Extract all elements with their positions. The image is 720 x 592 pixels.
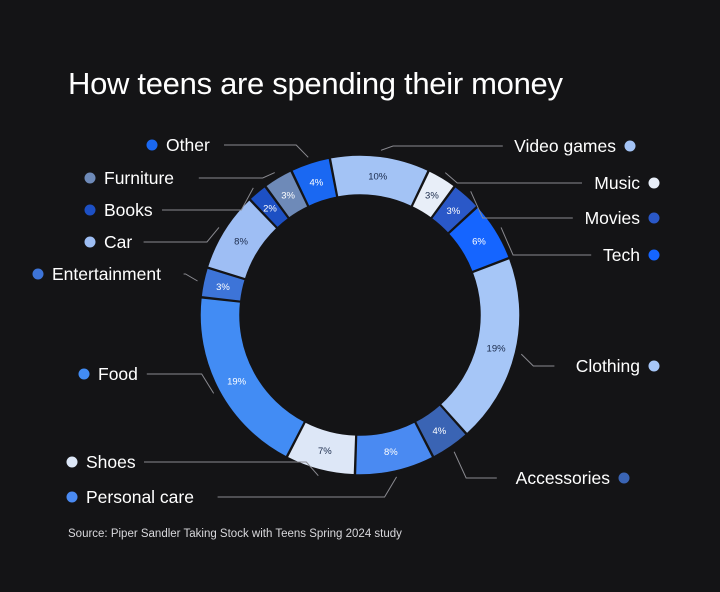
- legend-dot-clothing: [648, 360, 660, 372]
- leader-line-furniture: [198, 172, 275, 179]
- slice-other: [290, 157, 338, 208]
- legend-label-car: Car: [104, 232, 132, 252]
- legend-dot-personal-care: [66, 491, 78, 503]
- slice-tech: [447, 205, 511, 273]
- legend-dot-video-games: [624, 140, 636, 152]
- slice-personal-care: [354, 420, 434, 476]
- legend-label-accessories: Accessories: [516, 468, 611, 488]
- legend-item-personal-care: Personal care: [66, 476, 398, 507]
- leader-line-tech: [500, 227, 592, 256]
- leader-line-personal-care: [217, 476, 398, 498]
- legend-item-entertainment: Entertainment: [32, 264, 198, 284]
- legend-label-furniture: Furniture: [104, 168, 174, 188]
- legend-dot-other: [146, 139, 158, 151]
- slice-food: [199, 296, 306, 459]
- legend-dot-entertainment: [32, 268, 44, 280]
- pct-label-food: 19%: [227, 377, 247, 388]
- leader-line-clothing: [520, 353, 555, 367]
- legend-item-clothing: Clothing: [520, 353, 660, 376]
- legend-item-shoes: Shoes: [66, 452, 319, 477]
- slice-clothing: [439, 257, 521, 435]
- leader-line-accessories: [453, 451, 497, 479]
- legend-item-books: Books: [84, 187, 254, 220]
- legend-label-other: Other: [166, 135, 210, 155]
- legend-label-movies: Movies: [585, 208, 641, 228]
- pct-label-furniture: 3%: [281, 190, 295, 201]
- legend-label-personal-care: Personal care: [86, 487, 194, 507]
- leader-line-entertainment: [183, 273, 198, 282]
- slice-car: [206, 198, 278, 280]
- legend-dot-car: [84, 236, 96, 248]
- legend-label-tech: Tech: [603, 245, 640, 265]
- pct-label-music: 3%: [425, 190, 439, 201]
- pct-label-tech: 6%: [472, 237, 486, 248]
- legend-dot-movies: [648, 212, 660, 224]
- pct-label-books: 2%: [263, 203, 277, 214]
- leader-line-shoes: [144, 461, 319, 477]
- leader-line-video-games: [380, 145, 503, 151]
- legend-label-food: Food: [98, 364, 138, 384]
- legend-label-clothing: Clothing: [576, 356, 640, 376]
- legend-item-video-games: Video games: [380, 136, 636, 156]
- legend-item-car: Car: [84, 227, 220, 252]
- legend-item-other: Other: [146, 135, 309, 158]
- legend-dot-shoes: [66, 456, 78, 468]
- legend-dot-books: [84, 204, 96, 216]
- legend-label-music: Music: [594, 173, 640, 193]
- leader-line-food: [146, 373, 215, 394]
- pct-label-personal-care: 8%: [384, 447, 398, 458]
- pct-label-other: 4%: [309, 177, 323, 188]
- pct-label-accessories: 4%: [433, 426, 447, 437]
- legend-item-music: Music: [444, 172, 660, 193]
- slice-percent-labels: 10% 3% 3% 6% 19% 4% 8% 7% 19% 3% 8% 2% 3% 4%: [216, 172, 506, 458]
- legend-item-food: Food: [78, 364, 215, 394]
- legend-label-video-games: Video games: [514, 136, 616, 156]
- donut-slices: [199, 154, 521, 476]
- legend-item-tech: Tech: [500, 227, 660, 265]
- pct-label-video-games: 10%: [368, 172, 388, 183]
- leader-line-music: [444, 172, 582, 184]
- pct-label-car: 8%: [234, 237, 248, 248]
- legend-label-shoes: Shoes: [86, 452, 136, 472]
- pct-label-clothing: 19%: [487, 344, 507, 355]
- legend: Video games Music Movies Tech Clothing Access…: [32, 135, 660, 507]
- leader-line-other: [224, 144, 309, 158]
- chart-title: How teens are spending their money: [68, 66, 563, 101]
- legend-label-entertainment: Entertainment: [52, 264, 161, 284]
- legend-item-movies: Movies: [470, 191, 660, 228]
- pct-label-entertainment: 3%: [216, 282, 230, 293]
- legend-dot-accessories: [618, 472, 630, 484]
- legend-dot-tech: [648, 249, 660, 261]
- pct-label-shoes: 7%: [318, 446, 332, 457]
- legend-dot-music: [648, 177, 660, 189]
- legend-label-books: Books: [104, 200, 153, 220]
- legend-item-furniture: Furniture: [84, 168, 275, 188]
- source-note: Source: Piper Sandler Taking Stock with …: [68, 528, 402, 540]
- leader-line-car: [143, 227, 220, 243]
- slice-video-games: [329, 154, 430, 208]
- legend-item-accessories: Accessories: [453, 451, 630, 488]
- legend-dot-furniture: [84, 172, 96, 184]
- pct-label-movies: 3%: [446, 206, 460, 217]
- legend-dot-food: [78, 368, 90, 380]
- leader-line-books: [162, 187, 254, 211]
- leader-line-movies: [470, 191, 573, 219]
